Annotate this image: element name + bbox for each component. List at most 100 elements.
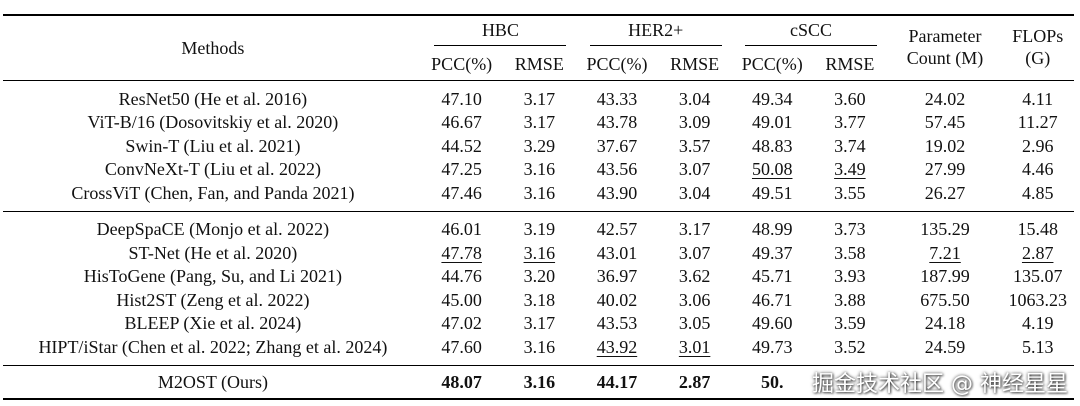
metric-value: 43.53 bbox=[596, 313, 638, 334]
metric-value: 3.09 bbox=[678, 112, 711, 133]
metric-cell: 3.73 bbox=[811, 211, 889, 241]
metric-value: 49.60 bbox=[751, 313, 793, 334]
metric-cell: 43.56 bbox=[578, 158, 656, 182]
method-name: M2OST (Ours) bbox=[157, 371, 268, 392]
metric-cell: 3.29 bbox=[501, 134, 579, 158]
group-header-hbc: HBC bbox=[434, 21, 567, 46]
metric-cell: 3.05 bbox=[656, 312, 734, 336]
metric-cell: 3.52 bbox=[811, 335, 889, 365]
metric-cell: 49.51 bbox=[733, 181, 811, 211]
metric-cell: 3.07 bbox=[656, 241, 734, 265]
metric-value: 3.05 bbox=[678, 313, 711, 334]
metric-value: 43.90 bbox=[596, 182, 638, 203]
metric-value: 44.52 bbox=[441, 135, 482, 156]
table-row: CrossViT (Chen, Fan, and Panda 2021) 47.4… bbox=[3, 181, 1074, 211]
metric-cell: 4.11 bbox=[1001, 81, 1074, 111]
metric-cell: 135.07 bbox=[1001, 265, 1074, 289]
metric-value: 7.21 bbox=[929, 242, 961, 263]
metric-cell: 44.17 bbox=[596, 371, 638, 392]
metric-value: 47.25 bbox=[441, 159, 482, 180]
metric-cell: 47.25 bbox=[423, 158, 501, 182]
method-name: ViT-B/16 (Dosovitskiy et al. 2020) bbox=[87, 112, 339, 133]
metric-cell: 5.13 bbox=[1001, 335, 1074, 365]
metric-cell: 3.49 bbox=[811, 158, 889, 182]
metric-value: 3.88 bbox=[834, 289, 866, 310]
group-header-cscc: cSCC bbox=[745, 21, 878, 46]
metric-cell: 43.01 bbox=[578, 241, 656, 265]
metric-value: 49.73 bbox=[751, 336, 793, 357]
metric-cell: 675.50 bbox=[889, 288, 1002, 312]
metric-cell: 24.59 bbox=[889, 335, 1002, 365]
metric-cell: 47.46 bbox=[423, 181, 501, 211]
metric-value: 49.01 bbox=[751, 112, 793, 133]
metric-cell: 3.16 bbox=[523, 371, 556, 392]
group-2-body: DeepSpaCE (Monjo et al. 2022) 46.01 3.19 42… bbox=[3, 211, 1074, 365]
metric-value: 49.37 bbox=[751, 242, 793, 263]
metric-value: 3.19 bbox=[523, 219, 556, 240]
metric-value: 187.99 bbox=[920, 266, 970, 287]
metric-value: 24.18 bbox=[924, 313, 966, 334]
metric-cell: 3.07 bbox=[656, 158, 734, 182]
metric-value: 3.52 bbox=[834, 336, 866, 357]
group-header-her2: HER2+ bbox=[589, 21, 722, 46]
metric-value: 3.62 bbox=[678, 266, 711, 287]
metric-value: 3.16 bbox=[523, 336, 556, 357]
metric-value: 2.96 bbox=[1021, 135, 1054, 156]
subheader-rmse: RMSE bbox=[670, 54, 720, 74]
metric-value: 43.56 bbox=[596, 159, 638, 180]
metric-cell: 49.01 bbox=[733, 111, 811, 135]
metric-value: 43.92 bbox=[596, 336, 638, 357]
metric-cell: 47.02 bbox=[423, 312, 501, 336]
method-name: DeepSpaCE (Monjo et al. 2022) bbox=[96, 219, 330, 240]
subheader-rmse: RMSE bbox=[825, 54, 875, 74]
metric-value: 15.48 bbox=[1017, 219, 1058, 240]
metric-cell: 49.34 bbox=[733, 81, 811, 111]
metric-value: 48.99 bbox=[751, 219, 793, 240]
metric-value: 3.58 bbox=[834, 242, 866, 263]
subheader-pcc: PCC(%) bbox=[741, 54, 803, 74]
metric-cell: 24.18 bbox=[889, 312, 1002, 336]
metric-value: 46.01 bbox=[441, 219, 482, 240]
metric-cell: 46.01 bbox=[423, 211, 501, 241]
results-table: Methods HBC HER2+ cSCC Parameter Count (… bbox=[3, 14, 1074, 400]
method-name: BLEEP (Xie et al. 2024) bbox=[124, 313, 302, 334]
metric-cell: 3.01 bbox=[656, 335, 734, 365]
metric-value: 4.46 bbox=[1021, 159, 1054, 180]
metric-value: 46.71 bbox=[751, 289, 793, 310]
metric-cell: 47.60 bbox=[423, 335, 501, 365]
metric-cell: 3.17 bbox=[501, 312, 579, 336]
table-header: Methods HBC HER2+ cSCC Parameter Count (… bbox=[3, 15, 1074, 81]
metric-cell: 1063.23 bbox=[1001, 288, 1074, 312]
metric-cell: 47.78 bbox=[423, 241, 501, 265]
metric-cell: 43.33 bbox=[578, 81, 656, 111]
metric-value: 3.17 bbox=[523, 112, 556, 133]
table-row: HisToGene (Pang, Su, and Li 2021) 44.76 3.… bbox=[3, 265, 1074, 289]
metric-cell: 3.57 bbox=[656, 134, 734, 158]
metric-value: 43.78 bbox=[596, 112, 638, 133]
metric-cell: 3.77 bbox=[811, 111, 889, 135]
metric-value: 47.10 bbox=[441, 88, 482, 109]
metric-cell: 44.52 bbox=[423, 134, 501, 158]
metric-cell: 3.16 bbox=[501, 241, 579, 265]
metric-cell: 3.55 bbox=[811, 181, 889, 211]
metric-value: 3.16 bbox=[523, 159, 556, 180]
metric-value: 3.16 bbox=[523, 242, 556, 263]
metric-cell: 24.02 bbox=[889, 81, 1002, 111]
metric-value: 135.29 bbox=[920, 219, 970, 240]
metric-cell: 4.19 bbox=[1001, 312, 1074, 336]
table-row: ConvNeXt-T (Liu et al. 2022) 47.25 3.16 43.… bbox=[3, 158, 1074, 182]
subheader-pcc: PCC(%) bbox=[586, 54, 648, 74]
method-name: Hist2ST (Zeng et al. 2022) bbox=[116, 289, 310, 310]
metric-cell: 3.18 bbox=[501, 288, 579, 312]
metric-cell: 43.78 bbox=[578, 111, 656, 135]
metric-value: 47.46 bbox=[441, 182, 482, 203]
metric-cell: 44.76 bbox=[423, 265, 501, 289]
metric-cell: 3.62 bbox=[656, 265, 734, 289]
metric-value: 3.74 bbox=[834, 135, 866, 156]
metric-cell: 50. bbox=[760, 371, 784, 392]
methods-header: Methods bbox=[181, 38, 245, 58]
method-name: ResNet50 (He et al. 2016) bbox=[118, 88, 308, 109]
metric-value: 3.29 bbox=[523, 135, 556, 156]
metric-value: 24.02 bbox=[924, 88, 966, 109]
